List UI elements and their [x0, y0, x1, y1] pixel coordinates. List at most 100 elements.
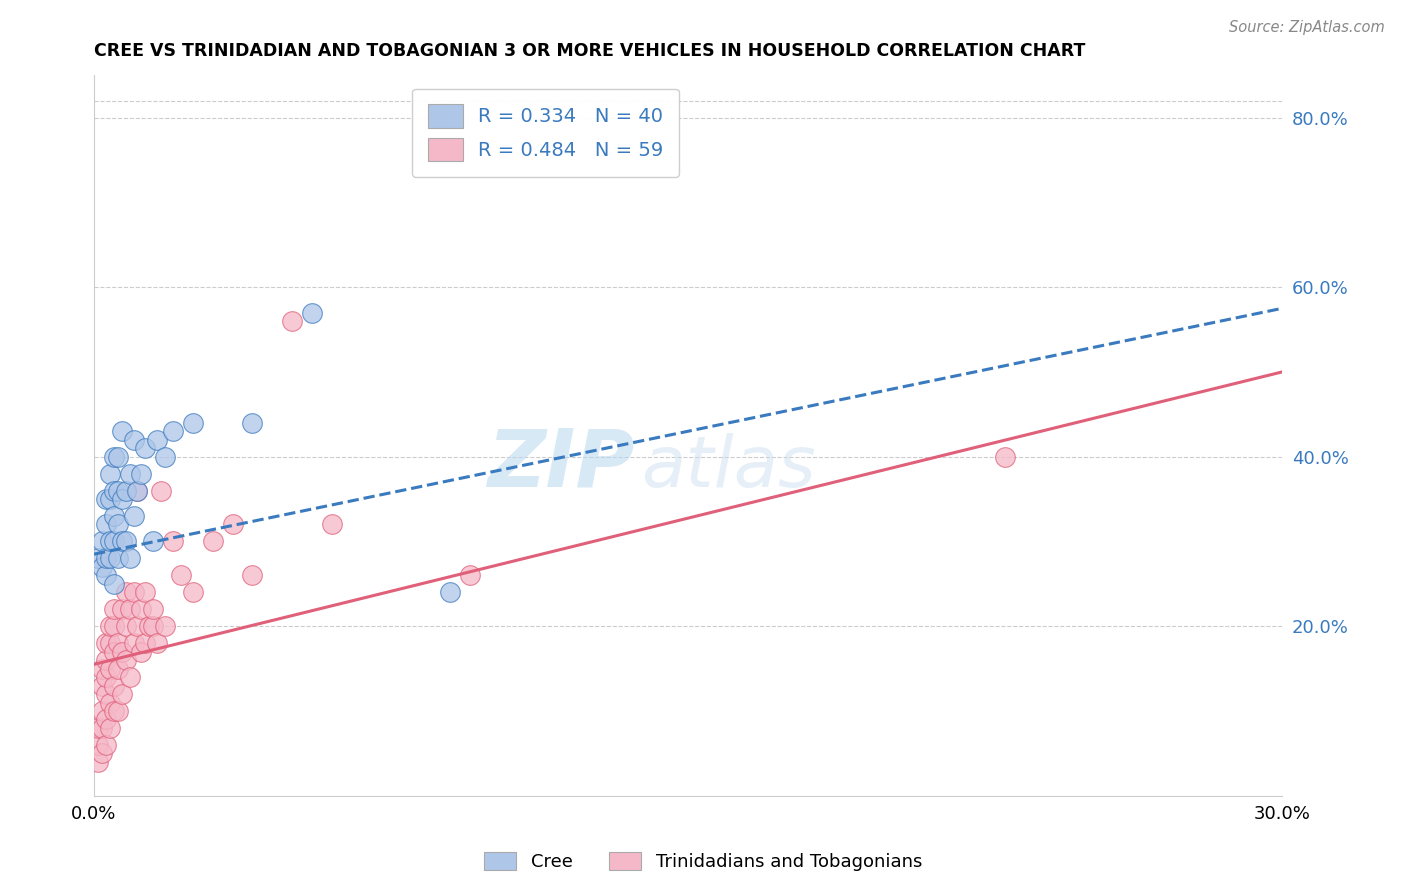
Point — [994, 450, 1017, 464]
Point — [98, 619, 121, 633]
Point — [458, 568, 481, 582]
Point — [122, 508, 145, 523]
Point — [94, 551, 117, 566]
Point — [94, 738, 117, 752]
Point — [98, 551, 121, 566]
Point — [142, 619, 165, 633]
Point — [170, 568, 193, 582]
Point — [127, 483, 149, 498]
Point — [107, 517, 129, 532]
Point — [122, 636, 145, 650]
Legend: Cree, Trinidadians and Tobagonians: Cree, Trinidadians and Tobagonians — [477, 845, 929, 879]
Point — [134, 585, 156, 599]
Point — [103, 602, 125, 616]
Point — [155, 450, 177, 464]
Point — [114, 585, 136, 599]
Point — [107, 483, 129, 498]
Point — [162, 534, 184, 549]
Point — [111, 491, 134, 506]
Point — [122, 433, 145, 447]
Point — [87, 551, 110, 566]
Point — [94, 713, 117, 727]
Point — [181, 585, 204, 599]
Point — [131, 645, 153, 659]
Point — [107, 551, 129, 566]
Text: CREE VS TRINIDADIAN AND TOBAGONIAN 3 OR MORE VEHICLES IN HOUSEHOLD CORRELATION C: CREE VS TRINIDADIAN AND TOBAGONIAN 3 OR … — [94, 42, 1085, 60]
Text: ZIP: ZIP — [488, 425, 634, 503]
Point — [439, 585, 461, 599]
Point — [87, 738, 110, 752]
Point — [118, 670, 141, 684]
Point — [114, 653, 136, 667]
Point — [103, 645, 125, 659]
Point — [281, 314, 304, 328]
Point — [103, 577, 125, 591]
Point — [201, 534, 224, 549]
Point — [111, 645, 134, 659]
Point — [134, 441, 156, 455]
Point — [98, 696, 121, 710]
Point — [127, 619, 149, 633]
Point — [98, 467, 121, 481]
Point — [107, 636, 129, 650]
Point — [103, 679, 125, 693]
Point — [98, 534, 121, 549]
Point — [146, 433, 169, 447]
Point — [181, 416, 204, 430]
Point — [98, 491, 121, 506]
Point — [146, 636, 169, 650]
Point — [131, 467, 153, 481]
Point — [98, 636, 121, 650]
Point — [103, 483, 125, 498]
Point — [114, 619, 136, 633]
Point — [94, 636, 117, 650]
Point — [94, 568, 117, 582]
Point — [118, 551, 141, 566]
Point — [94, 491, 117, 506]
Point — [301, 305, 323, 319]
Point — [155, 619, 177, 633]
Point — [240, 416, 263, 430]
Point — [87, 721, 110, 735]
Point — [90, 662, 112, 676]
Point — [90, 679, 112, 693]
Point — [107, 662, 129, 676]
Point — [111, 534, 134, 549]
Point — [90, 534, 112, 549]
Point — [94, 687, 117, 701]
Point — [90, 721, 112, 735]
Point — [240, 568, 263, 582]
Point — [98, 662, 121, 676]
Point — [98, 721, 121, 735]
Point — [90, 747, 112, 761]
Point — [150, 483, 173, 498]
Point — [131, 602, 153, 616]
Point — [221, 517, 243, 532]
Point — [134, 636, 156, 650]
Point — [107, 704, 129, 718]
Point — [138, 619, 160, 633]
Legend: R = 0.334   N = 40, R = 0.484   N = 59: R = 0.334 N = 40, R = 0.484 N = 59 — [412, 88, 679, 177]
Point — [94, 653, 117, 667]
Point — [87, 755, 110, 769]
Point — [90, 560, 112, 574]
Point — [90, 704, 112, 718]
Point — [127, 483, 149, 498]
Point — [111, 602, 134, 616]
Point — [114, 534, 136, 549]
Point — [162, 424, 184, 438]
Point — [103, 508, 125, 523]
Point — [103, 450, 125, 464]
Point — [111, 687, 134, 701]
Point — [118, 467, 141, 481]
Point — [94, 517, 117, 532]
Point — [142, 602, 165, 616]
Point — [142, 534, 165, 549]
Point — [94, 670, 117, 684]
Point — [321, 517, 343, 532]
Point — [107, 450, 129, 464]
Point — [103, 619, 125, 633]
Point — [103, 534, 125, 549]
Point — [122, 585, 145, 599]
Point — [118, 602, 141, 616]
